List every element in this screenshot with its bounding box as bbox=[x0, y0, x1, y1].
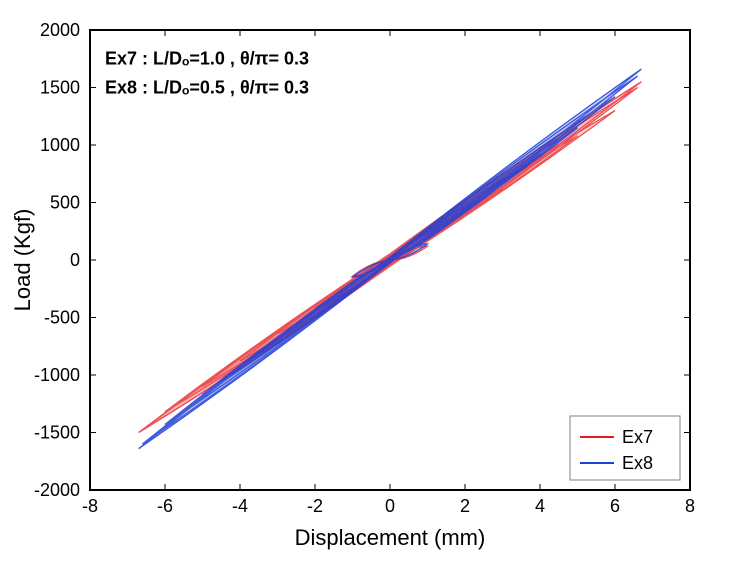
y-tick-label: 500 bbox=[50, 193, 80, 213]
y-tick-label: 2000 bbox=[40, 20, 80, 40]
x-tick-label: 2 bbox=[460, 496, 470, 516]
y-tick-label: 1500 bbox=[40, 78, 80, 98]
y-tick-label: -500 bbox=[44, 308, 80, 328]
x-tick-label: 0 bbox=[385, 496, 395, 516]
y-axis-title: Load (Kgf) bbox=[10, 209, 35, 312]
legend-entry-0: Ex7 bbox=[622, 427, 653, 447]
legend: Ex7Ex8 bbox=[570, 416, 680, 480]
annotation-0: Ex7 : L/Dₒ=1.0 , θ/π= 0.3 bbox=[105, 49, 309, 69]
x-tick-label: -2 bbox=[307, 496, 323, 516]
y-tick-label: -1000 bbox=[34, 365, 80, 385]
x-tick-label: -8 bbox=[82, 496, 98, 516]
x-tick-label: -4 bbox=[232, 496, 248, 516]
x-tick-label: -6 bbox=[157, 496, 173, 516]
load-displacement-chart: -8 -6 -4 -2 0 2 4 6 8 -2000 -1500 -1000 -500 0 500 1000… bbox=[0, 0, 754, 578]
y-tick-label: 0 bbox=[70, 250, 80, 270]
y-tick-label: -2000 bbox=[34, 480, 80, 500]
x-axis-title: Displacement (mm) bbox=[295, 525, 486, 550]
y-tick-label: -1500 bbox=[34, 423, 80, 443]
y-tick-label: 1000 bbox=[40, 135, 80, 155]
x-tick-label: 6 bbox=[610, 496, 620, 516]
legend-entry-1: Ex8 bbox=[622, 453, 653, 473]
annotation-1: Ex8 : L/Dₒ=0.5 , θ/π= 0.3 bbox=[105, 77, 309, 97]
x-tick-label: 8 bbox=[685, 496, 695, 516]
x-tick-label: 4 bbox=[535, 496, 545, 516]
